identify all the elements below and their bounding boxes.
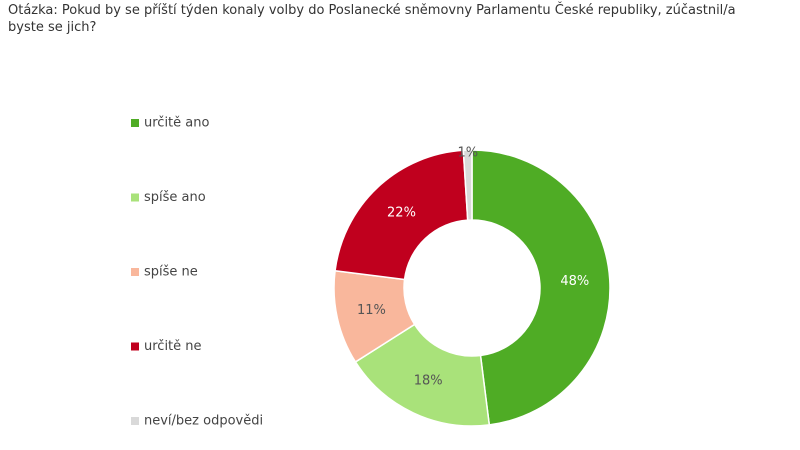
legend-swatch xyxy=(131,193,139,202)
data-label: 11% xyxy=(357,303,386,318)
legend-label: určitě ano xyxy=(144,116,209,131)
data-label: 1% xyxy=(457,146,478,161)
legend-swatch xyxy=(131,342,139,351)
legend-swatch xyxy=(131,417,139,425)
donut-slice xyxy=(334,149,469,281)
legend-label: spíše ne xyxy=(144,265,198,280)
legend-label: neví/bez odpovědi xyxy=(144,414,263,429)
donut-slice xyxy=(471,149,611,426)
donut-slice xyxy=(462,149,473,221)
chart-title: Otázka: Pokud by se příští týden konaly … xyxy=(8,3,736,35)
data-label: 48% xyxy=(560,274,589,289)
legend-swatch xyxy=(131,268,139,276)
data-label: 22% xyxy=(387,205,416,220)
data-label: 18% xyxy=(414,374,443,389)
legend-label: určitě ne xyxy=(144,339,202,354)
legend-swatch xyxy=(131,119,139,127)
legend-label: spíše ano xyxy=(144,190,206,205)
